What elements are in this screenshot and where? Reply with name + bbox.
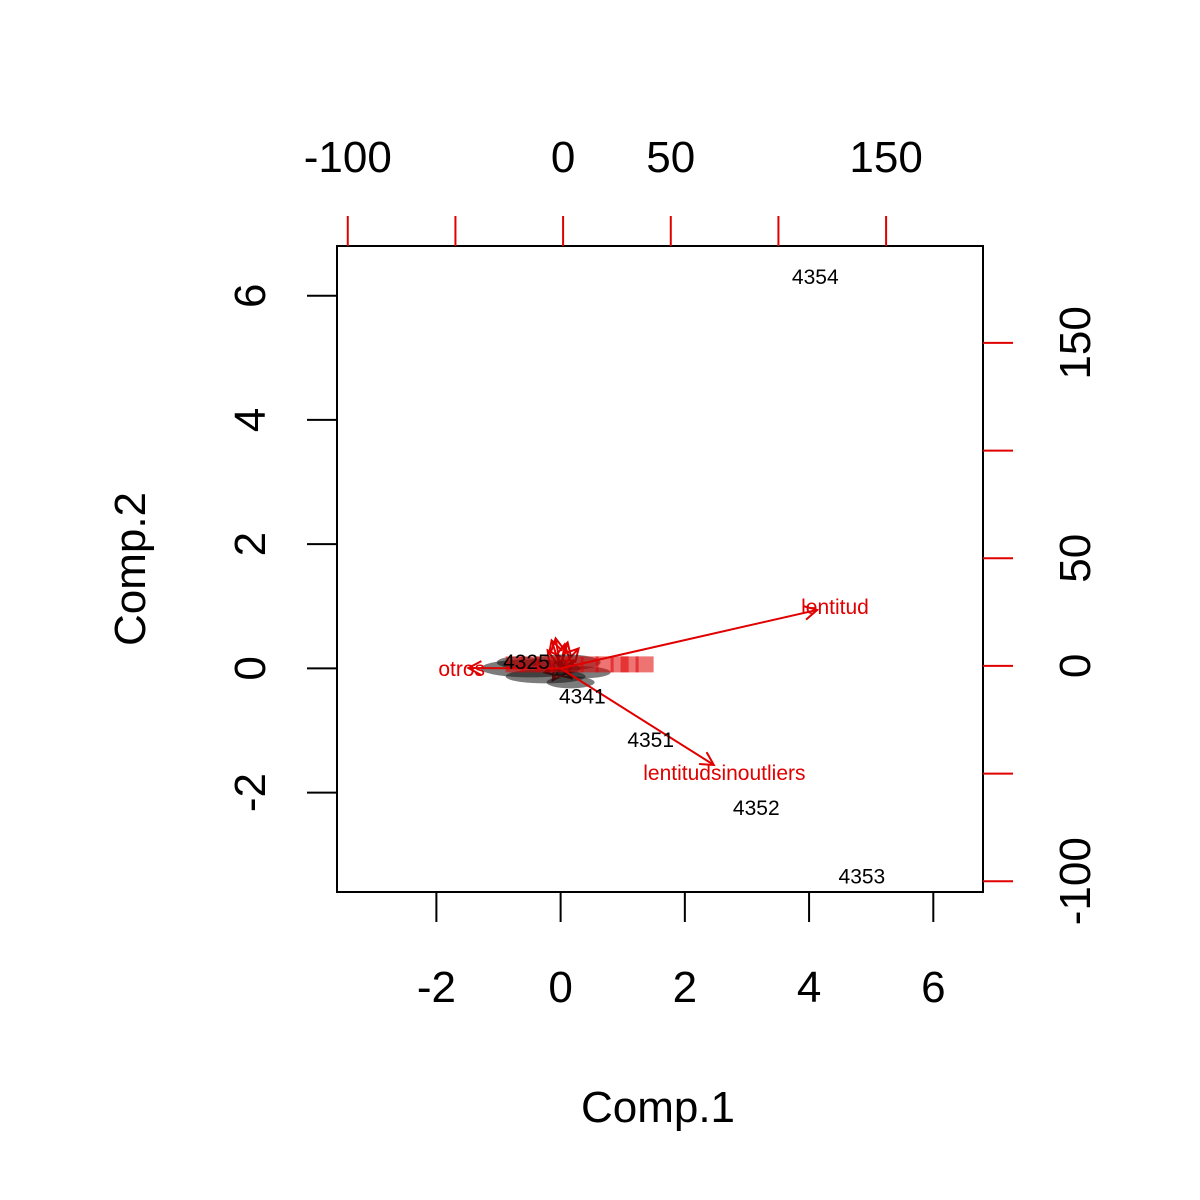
score-points: 4354 4351 4352 4353 4341 4325 [503, 266, 885, 888]
right-tick-label: 0 [1051, 654, 1100, 678]
x-tick-label: 6 [921, 963, 945, 1012]
top-tick-label: -100 [304, 133, 392, 182]
x-axis-title: Comp.1 [581, 1083, 735, 1132]
y-tick-label: 2 [226, 532, 275, 556]
point-label: 4353 [839, 865, 886, 888]
x-tick-label: 4 [797, 963, 821, 1012]
plot-frame [336, 245, 984, 893]
top-tick-label: 0 [551, 133, 575, 182]
point-label: 4325 [503, 651, 550, 674]
right-tick-label: 150 [1051, 306, 1100, 379]
top-axis: -100 0 50 150 [304, 133, 923, 246]
x-tick-label: 0 [548, 963, 572, 1012]
y-tick-label: -2 [226, 773, 275, 812]
point-label: 4352 [733, 797, 780, 820]
loading-label: lentitud [801, 596, 869, 619]
y-tick-label: 0 [226, 656, 275, 680]
right-tick-label: 50 [1051, 534, 1100, 583]
loading-arrow [560, 610, 818, 670]
point-cluster [546, 676, 595, 689]
y-axis-title: Comp.2 [106, 492, 155, 646]
top-tick-label: 50 [646, 133, 695, 182]
x-tick-label: -2 [417, 963, 456, 1012]
y-tick-label: 6 [226, 283, 275, 307]
loading-label: lentitudsinoutliers [643, 762, 805, 785]
overlapping-loading-label [635, 656, 654, 673]
overlapping-loading-label [620, 656, 639, 673]
x-tick-label: 2 [673, 963, 697, 1012]
point-label: 4351 [627, 729, 674, 752]
right-tick-label: -100 [1051, 837, 1100, 925]
left-axis: -2 0 2 4 6 [226, 283, 338, 812]
loading-label: otros [438, 658, 485, 681]
right-axis: -100 0 50 150 [983, 306, 1100, 925]
bottom-axis: -2 0 2 4 6 [417, 891, 946, 1012]
loading-arrows: lentitud lentitudsinoutliers otros [438, 596, 868, 785]
loading-arrow [560, 667, 714, 765]
top-tick-label: 150 [849, 133, 922, 182]
point-label: 4341 [559, 685, 606, 708]
point-label: 4354 [792, 266, 839, 289]
y-tick-label: 4 [226, 408, 275, 432]
